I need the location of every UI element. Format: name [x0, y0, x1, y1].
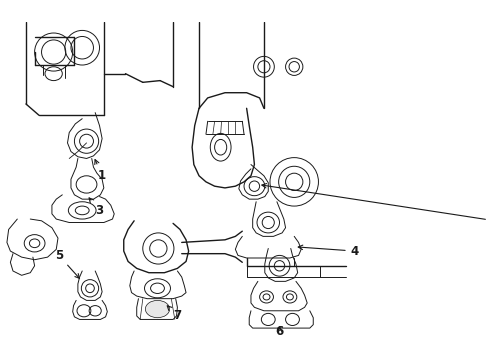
Text: 7: 7 — [167, 306, 181, 323]
Text: 3: 3 — [89, 198, 103, 217]
Text: 2: 2 — [262, 184, 490, 227]
Text: 5: 5 — [55, 249, 79, 278]
Text: 1: 1 — [95, 159, 106, 182]
Text: 4: 4 — [298, 244, 359, 257]
Text: 6: 6 — [275, 325, 284, 338]
Ellipse shape — [146, 300, 170, 318]
